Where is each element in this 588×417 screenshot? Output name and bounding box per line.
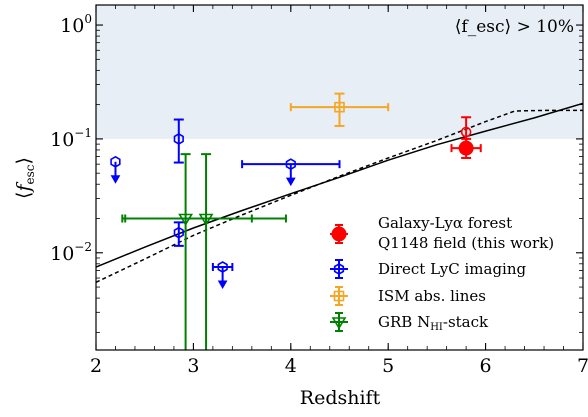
legend-entry: ISM abs. lines [330,286,486,306]
x-tick-label: 2 [90,355,102,377]
x-axis-title: Redshift [300,387,381,409]
data-point [211,261,234,290]
y-tick-label: 10−2 [50,240,92,265]
model-curve-solid [96,102,583,268]
data-marker [173,226,184,239]
x-tick-label: 3 [187,355,199,377]
legend-entry: GRB NHI-stack [330,312,489,333]
x-tick-label: 6 [480,355,492,377]
data-points [110,92,482,350]
upper-limit-arrowhead [110,175,121,184]
data-point [124,153,287,350]
x-tick-label: 4 [285,355,297,377]
data-point [289,92,390,127]
legend-marker [333,290,345,302]
data-marker [198,213,214,227]
data-marker [110,155,121,168]
x-tick-label: 7 [577,355,588,377]
data-marker [285,158,296,171]
data-point [110,155,121,184]
data-marker [460,126,472,138]
legend-marker [333,263,345,275]
y-tick-label: 100 [60,12,92,37]
legend: Galaxy-Lyα forest Q1148 field (this work)… [330,214,554,333]
data-point [173,118,184,164]
data-point [173,221,184,247]
legend-marker [331,226,347,242]
data-marker [178,213,194,227]
upper-limit-arrowhead [285,177,296,187]
legend-label: Q1148 field (this work) [378,234,554,252]
data-point [241,158,341,187]
data-point [121,153,253,350]
data-point [460,116,472,146]
legend-label: ISM abs. lines [378,287,486,305]
legend-label: GRB NHI-stack [378,313,489,333]
y-tick-label: 10−1 [50,126,92,151]
shaded-region-label: ⟨f_esc⟩ > 10% [455,17,574,37]
legend-label: Direct LyC imaging [378,260,527,278]
upper-limit-arrowhead [217,280,228,290]
legend-label: Galaxy-Lyα forest [378,214,512,232]
x-tick-label: 5 [382,355,394,377]
legend-entry: Direct LyC imaging [330,259,527,279]
plot-frame [95,4,584,351]
legend-marker [331,317,347,330]
y-axis-title: ⟨fesc⟩ [13,157,37,199]
data-marker [334,101,345,113]
data-marker [217,261,228,273]
legend-entry: Galaxy-Lyα forest Q1148 field (this work) [330,214,554,252]
data-marker [173,132,184,145]
